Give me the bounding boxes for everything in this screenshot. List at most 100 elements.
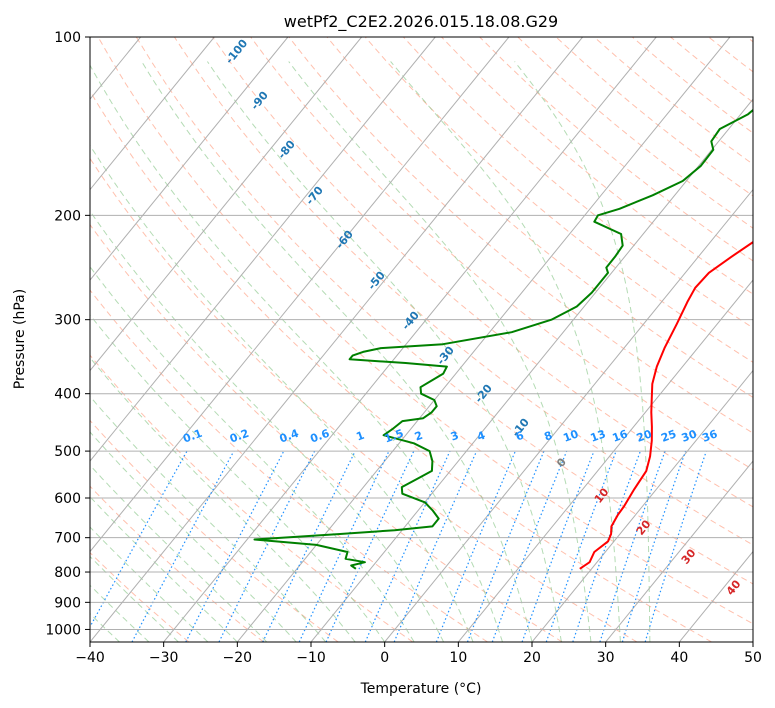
plot-frame: [89, 36, 754, 643]
mixing-ratio-label: 0.2: [228, 427, 251, 446]
mixing-ratio-line: [218, 450, 316, 642]
y-tick-label: 400: [54, 387, 81, 403]
dry-adiabat-line: [135, 37, 753, 585]
dry-adiabat-line: [746, 37, 753, 43]
mixing-ratio-line: [599, 450, 666, 642]
series-layer: [253, 108, 753, 570]
dry-adiabat-line: [631, 37, 753, 134]
mixing-ratio-label: 30: [680, 427, 699, 445]
y-tick-label: 1000: [45, 622, 81, 638]
dry-adiabat-line: [288, 37, 753, 434]
moist-adiabat-line: [288, 61, 592, 642]
mixing-ratio-line: [262, 450, 356, 642]
mixing-ratio-line: [435, 450, 516, 642]
y-tick-label: 200: [54, 208, 81, 224]
dry-adiabat-line: [90, 289, 488, 642]
moist-adiabat-line: [390, 61, 621, 642]
dry-adiabat-line: [90, 223, 563, 642]
mixing-ratio-label: 25: [659, 427, 678, 444]
isotherm-line: [236, 37, 731, 642]
mixing-ratio-line: [393, 450, 478, 642]
dry-adiabat-label: -50: [365, 269, 388, 293]
dry-adiabat-label: -90: [248, 89, 271, 113]
dewpoint-line: [253, 108, 753, 570]
moist-adiabat-line: [90, 314, 386, 642]
mixing-ratio-line: [298, 450, 390, 642]
mixing-ratio-label: 1: [355, 429, 367, 444]
y-tick-label: 800: [54, 565, 81, 581]
mixing-ratio-line: [545, 450, 617, 642]
dry-adiabat-line: [326, 37, 753, 398]
x-tick-label: 30: [597, 650, 615, 666]
dry-adiabat-label: -20: [472, 382, 495, 406]
isotherm-line: [90, 37, 289, 281]
dry-adiabat-line: [97, 37, 753, 625]
dry-adiabat-label: 10: [592, 485, 612, 505]
moist-adiabat-line: [90, 464, 268, 642]
y-tick-label: 900: [54, 595, 81, 611]
moist-adiabat-line: [90, 526, 209, 642]
dry-adiabat-label: -100: [223, 37, 251, 67]
mixing-ratio-label: 20: [635, 427, 654, 445]
isotherm-line: [90, 37, 215, 191]
y-tick-label: 100: [54, 30, 81, 46]
isotherm-line: [752, 641, 753, 642]
mixing-ratio-line: [364, 450, 451, 642]
dry-adiabat-label: 20: [634, 517, 654, 537]
moist-adiabat-line: [90, 210, 445, 642]
mixing-ratio-line: [491, 450, 568, 642]
mixing-ratio-label: 16: [611, 427, 630, 445]
isotherm-line: [0, 37, 67, 642]
mixing-ratio-label: 4: [475, 429, 487, 444]
dry-adiabat-label: -70: [303, 184, 326, 208]
background-lines: [0, 37, 753, 642]
mixing-ratio-line: [466, 450, 545, 642]
mixing-ratio-label: 13: [589, 427, 608, 444]
moist-adiabat-line: [90, 144, 474, 642]
mixing-ratio-line: [131, 450, 235, 642]
dry-adiabat-line: [250, 37, 753, 471]
x-tick-label: −10: [296, 650, 326, 666]
y-tick-label: 600: [54, 491, 81, 507]
moist-adiabat-line: [514, 61, 651, 642]
isotherm-line: [457, 279, 753, 642]
mixing-ratio-line: [572, 450, 641, 642]
dry-adiabat-line: [90, 354, 414, 642]
moist-adiabat-line: [141, 61, 533, 642]
x-tick-label: −40: [75, 650, 105, 666]
mixing-ratio-line: [90, 450, 188, 629]
mixing-ratio-label: 0.6: [308, 427, 331, 446]
isotherm-line: [90, 37, 436, 462]
moist-adiabat-line: [90, 356, 356, 642]
isotherm-line: [605, 460, 753, 642]
y-tick-label: 300: [54, 313, 81, 329]
mixing-ratio-line: [521, 450, 595, 642]
dry-adiabat-line: [90, 157, 638, 642]
x-tick-label: 20: [523, 650, 541, 666]
moist-adiabat-line: [90, 265, 415, 642]
isotherm-line: [90, 37, 510, 553]
isotherm-line: [531, 369, 753, 642]
inline-labels: -100-90-80-70-60-50-40-30-20-10010203040…: [181, 37, 743, 598]
dry-adiabat-line: [90, 485, 264, 642]
dry-adiabat-line: [90, 551, 190, 642]
x-tick-label: −30: [149, 650, 179, 666]
x-axis-ticks: −40 −30 −20 −10 0 10 20 30 40 50: [75, 642, 762, 666]
dry-adiabat-line: [90, 419, 339, 642]
mixing-ratio-label: 0.1: [181, 427, 204, 446]
mixing-ratio-label: 6: [514, 429, 526, 444]
isotherm-line: [384, 188, 753, 642]
y-tick-label: 700: [54, 531, 81, 547]
moist-adiabat-line: [90, 64, 503, 642]
mixing-ratio-label: 8: [542, 429, 554, 444]
dry-adiabat-line: [90, 90, 712, 642]
dry-adiabat-label: -80: [275, 138, 298, 162]
moist-adiabat-line: [90, 555, 179, 642]
dry-adiabat-line: [441, 37, 753, 295]
mixing-ratio-label: 1.5: [383, 427, 406, 446]
isotherm-line: [163, 37, 657, 642]
y-axis-ticks: 100 200 300 400 500 600 700 800 900 1000: [45, 30, 90, 638]
y-tick-label: 500: [54, 444, 81, 460]
x-tick-label: 10: [449, 650, 467, 666]
